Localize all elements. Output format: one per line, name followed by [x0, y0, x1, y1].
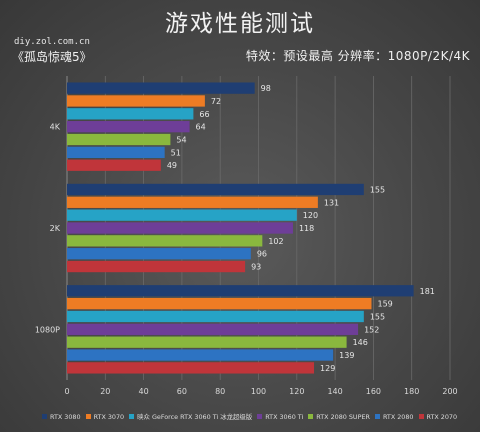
- bar: [67, 323, 359, 335]
- data-label: 98: [261, 84, 271, 93]
- source-label: diy.zol.com.cn: [14, 37, 90, 47]
- bar: [67, 196, 318, 208]
- x-tick-label: 120: [289, 387, 304, 396]
- category-label: 4K: [50, 123, 61, 132]
- x-tick-label: 40: [139, 387, 149, 396]
- legend-swatch: [42, 414, 47, 419]
- bar: [67, 349, 334, 361]
- data-label: 118: [299, 224, 314, 233]
- legend-item: 映众 GeForce RTX 3060 Ti 冰龙超级版: [129, 412, 252, 421]
- data-label: 181: [420, 287, 435, 296]
- legend-label: RTX 2080 SUPER: [316, 412, 370, 421]
- data-label: 146: [353, 338, 368, 347]
- legend-label: RTX 3070: [93, 412, 125, 421]
- x-tick-label: 80: [215, 387, 225, 396]
- legend-item: RTX 2080: [374, 412, 414, 421]
- legend-label: RTX 3060 Ti: [265, 412, 304, 421]
- data-label: 66: [199, 110, 209, 119]
- x-tick-label: 180: [404, 387, 419, 396]
- game-title: 《孤岛惊魂5》: [12, 50, 92, 64]
- data-label: 155: [370, 185, 385, 194]
- legend-swatch: [418, 414, 424, 419]
- bar: [67, 121, 190, 133]
- bar: [67, 235, 263, 247]
- legend-item: RTX 3070: [85, 412, 125, 421]
- data-label: 49: [167, 161, 177, 170]
- data-label: 93: [251, 263, 261, 272]
- legend-label: RTX 2070: [426, 412, 458, 421]
- data-label: 54: [176, 136, 186, 145]
- bar: [67, 222, 293, 234]
- legend-item: RTX 3060 Ti: [257, 413, 303, 421]
- bar: [67, 260, 246, 273]
- x-tick-label: 20: [100, 387, 110, 396]
- data-label: 152: [364, 325, 379, 334]
- bar: [67, 362, 315, 374]
- legend-swatch: [85, 414, 91, 419]
- x-tick-label: 200: [442, 387, 457, 396]
- legend-item: RTX 2070: [418, 412, 458, 421]
- bar: [67, 297, 372, 310]
- data-label: 131: [324, 198, 339, 207]
- bar: [67, 133, 171, 146]
- x-tick-label: 100: [251, 387, 266, 396]
- data-label: 102: [268, 237, 283, 246]
- legend-swatch: [374, 414, 380, 419]
- x-tick-label: 60: [177, 387, 187, 396]
- bar: [67, 336, 347, 348]
- bar: [67, 285, 414, 297]
- data-label: 159: [377, 300, 392, 309]
- x-tick-label: 160: [366, 387, 381, 396]
- category-label: 1080P: [35, 325, 60, 334]
- category-label: 2K: [50, 224, 61, 233]
- bar: [67, 209, 297, 221]
- bar: [67, 82, 255, 94]
- legend-swatch: [129, 414, 135, 419]
- x-tick-label: 0: [64, 387, 69, 396]
- bar: [67, 183, 364, 196]
- legend-item: RTX 3080: [42, 413, 81, 421]
- legend-label: RTX 2080: [382, 412, 414, 421]
- legend-swatch: [257, 414, 263, 419]
- data-label: 139: [339, 351, 354, 360]
- bar: [67, 95, 205, 107]
- bar: [67, 146, 165, 159]
- bar: [67, 248, 251, 260]
- data-label: 64: [196, 123, 206, 132]
- bar: [67, 310, 364, 323]
- bar: [67, 108, 194, 120]
- data-label: 155: [370, 312, 385, 321]
- chart-title: 游戏性能测试: [165, 11, 315, 37]
- chart-legend: RTX 3080 RTX 3070 映众 GeForce RTX 3060 Ti 冰…: [42, 412, 480, 421]
- legend-label: 映众 GeForce RTX 3060 Ti 冰龙超级版: [137, 413, 253, 421]
- data-label: 72: [211, 97, 221, 106]
- data-label: 51: [171, 148, 181, 157]
- bar: [67, 159, 161, 171]
- test-settings: 特效：预设最高 分辨率：1080P/2K/4K: [245, 49, 470, 63]
- x-tick-label: 140: [327, 387, 342, 396]
- legend-item: RTX 2080 SUPER: [308, 413, 370, 421]
- data-label: 129: [320, 364, 335, 373]
- legend-swatch: [308, 414, 314, 419]
- data-label: 120: [303, 211, 318, 220]
- data-label: 96: [257, 250, 267, 259]
- legend-label: RTX 3080: [50, 412, 81, 421]
